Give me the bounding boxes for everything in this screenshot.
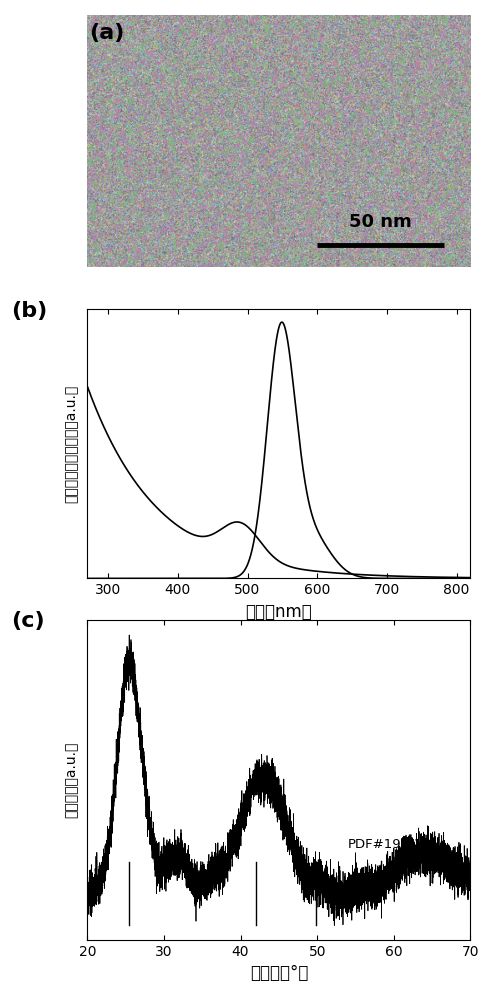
X-axis label: 波长（nm）: 波长（nm） — [245, 603, 312, 621]
Y-axis label: 衍射强度（a.u.）: 衍射强度（a.u.） — [65, 742, 79, 818]
Text: PDF#19-0191: PDF#19-0191 — [347, 838, 439, 851]
X-axis label: 衍射角（°）: 衍射角（°） — [249, 964, 307, 982]
Text: (c): (c) — [11, 611, 44, 631]
Text: (a): (a) — [89, 23, 124, 43]
Y-axis label: 吸收／荧光光谱强度（a.u.）: 吸收／荧光光谱强度（a.u.） — [65, 385, 79, 503]
Text: 50 nm: 50 nm — [348, 213, 411, 231]
Text: (b): (b) — [11, 301, 47, 321]
